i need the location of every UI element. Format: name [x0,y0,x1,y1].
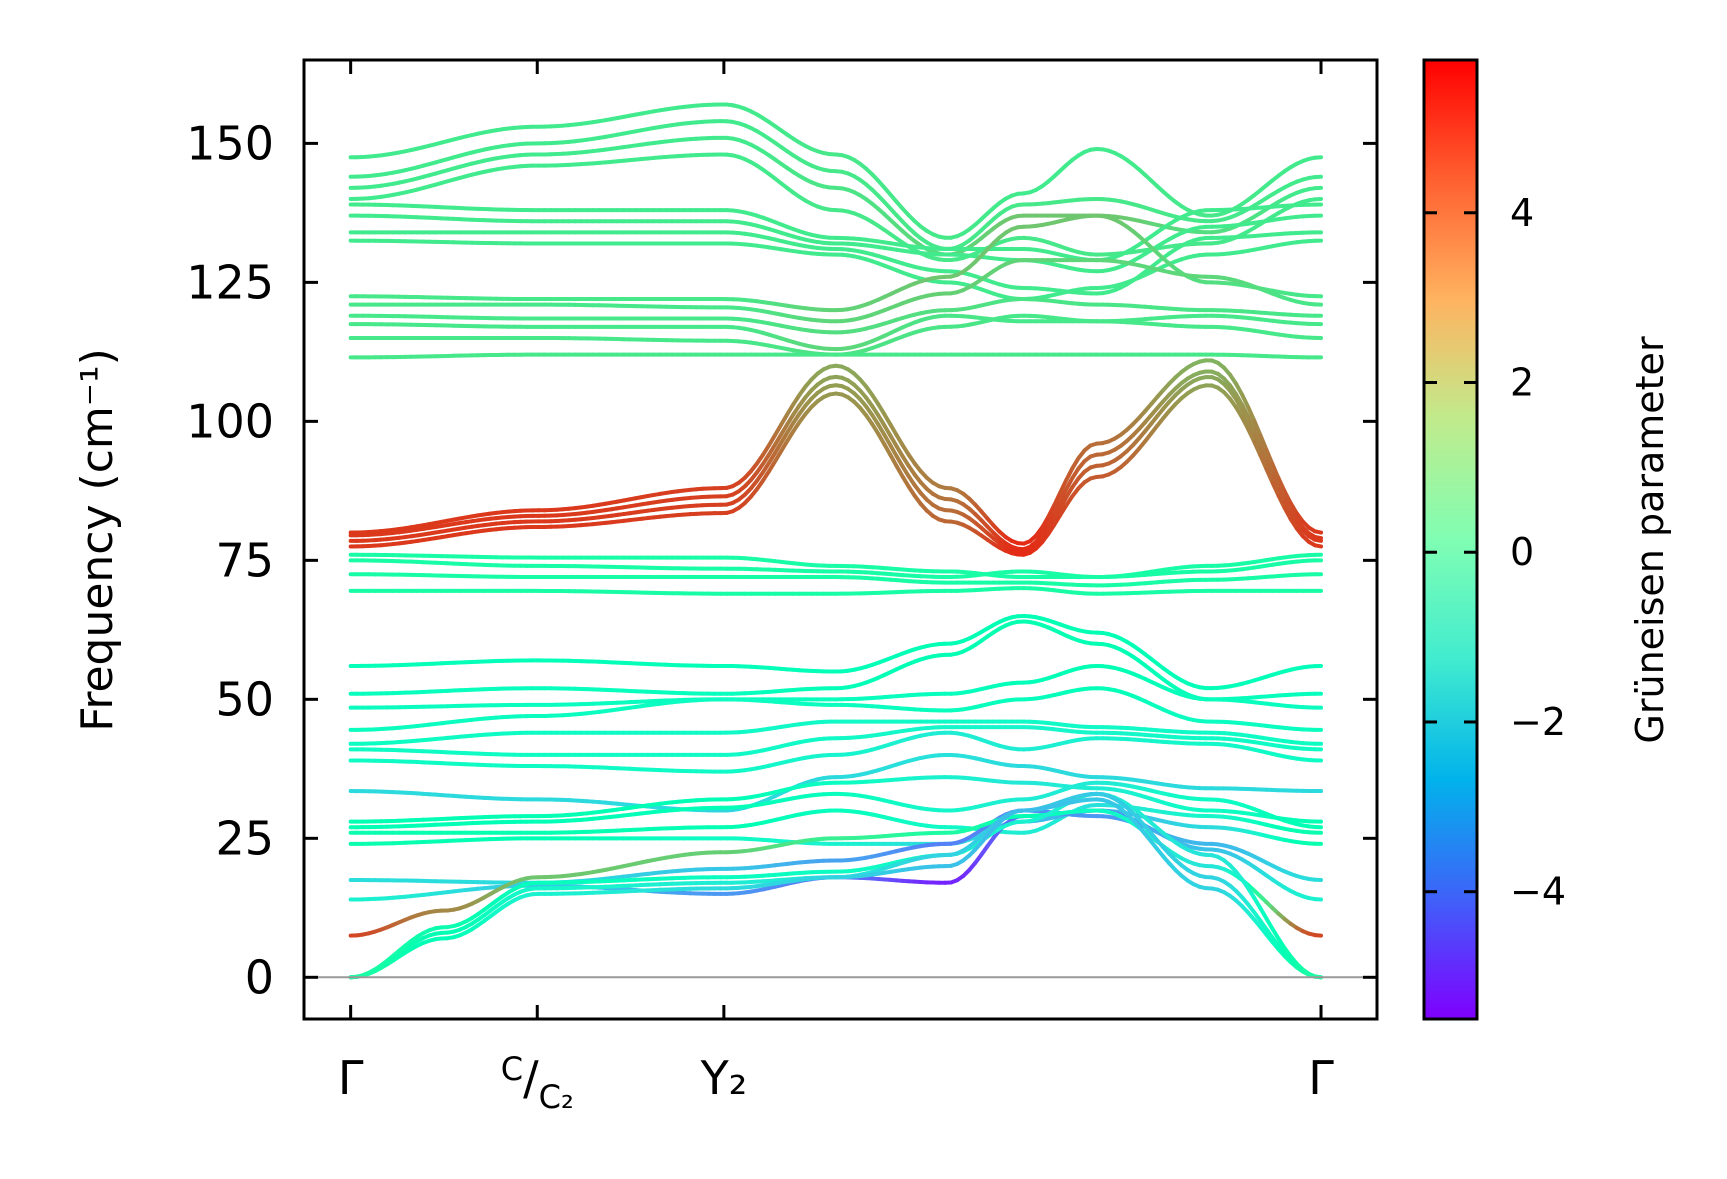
band-segment [1064,466,1075,483]
band-segment [888,433,899,449]
band-segment [1234,397,1245,412]
band-9 [348,258,1324,324]
band-segment [1282,499,1293,515]
band-22 [348,613,1324,691]
band-segment [1246,419,1257,437]
band-segment [888,452,899,468]
band-segment [894,463,905,479]
band-segment [1276,487,1287,504]
band-segment [1270,473,1281,492]
band-14 [348,358,1324,546]
band-26 [348,719,1324,746]
band-segment [1258,446,1269,465]
band-segment [1052,506,1063,521]
band-segment [1058,478,1069,495]
band-segment [1246,405,1257,423]
band-19 [348,558,1324,580]
band-segment [1264,467,1275,485]
band-segment [888,443,899,458]
band-segment [1058,495,1069,511]
band-6 [348,230,1324,296]
band-segment [1270,480,1281,498]
band-8 [348,213,1324,313]
band-10 [348,297,1324,335]
band-17 [348,383,1324,557]
band-segment [1234,381,1245,397]
band-segment [1312,537,1324,543]
band-lines [348,102,1324,980]
band-segment [882,442,893,457]
band-segment [1312,529,1324,535]
band-segment [1234,392,1245,407]
band-20 [348,572,1324,588]
band-3 [348,152,1324,263]
band-segment [1240,392,1251,410]
band-7 [348,238,1324,302]
band-4 [348,202,1324,263]
band-segment [1312,543,1324,549]
band-segment [876,431,887,447]
band-21 [348,586,1324,596]
band-segment [1058,487,1069,504]
band-segment [1246,427,1257,444]
band-segment [1264,460,1275,478]
band-segment [1252,418,1263,438]
band-segment [1252,439,1263,458]
band-13 [348,352,1324,360]
band-segment [1258,433,1269,452]
band-segment [888,422,899,437]
band-1 [348,119,1324,251]
band-5 [348,213,1324,274]
band-segment [1264,447,1275,467]
band-segment [894,453,905,469]
band-segment [1276,493,1287,510]
band-16 [348,375,1324,554]
band-segment [1046,511,1057,527]
band-segment [1312,534,1324,541]
band-0 [348,102,1324,240]
band-segment [882,432,893,448]
band-11 [348,313,1324,352]
band-segment [1240,407,1251,424]
band-segment [1064,476,1075,492]
band-segment [1276,476,1287,494]
band-segment [1252,432,1263,451]
band-segment [773,422,784,437]
band-segment [1282,505,1293,521]
band-segment [1052,499,1063,516]
band-segment [1240,415,1251,432]
band-segment [1258,453,1269,471]
band-segment [1040,515,1051,530]
band-segment [1046,503,1057,520]
band-segment [1282,489,1293,506]
band-segment [1052,490,1063,508]
band-segment [1240,402,1251,419]
band-segment [1270,462,1281,481]
